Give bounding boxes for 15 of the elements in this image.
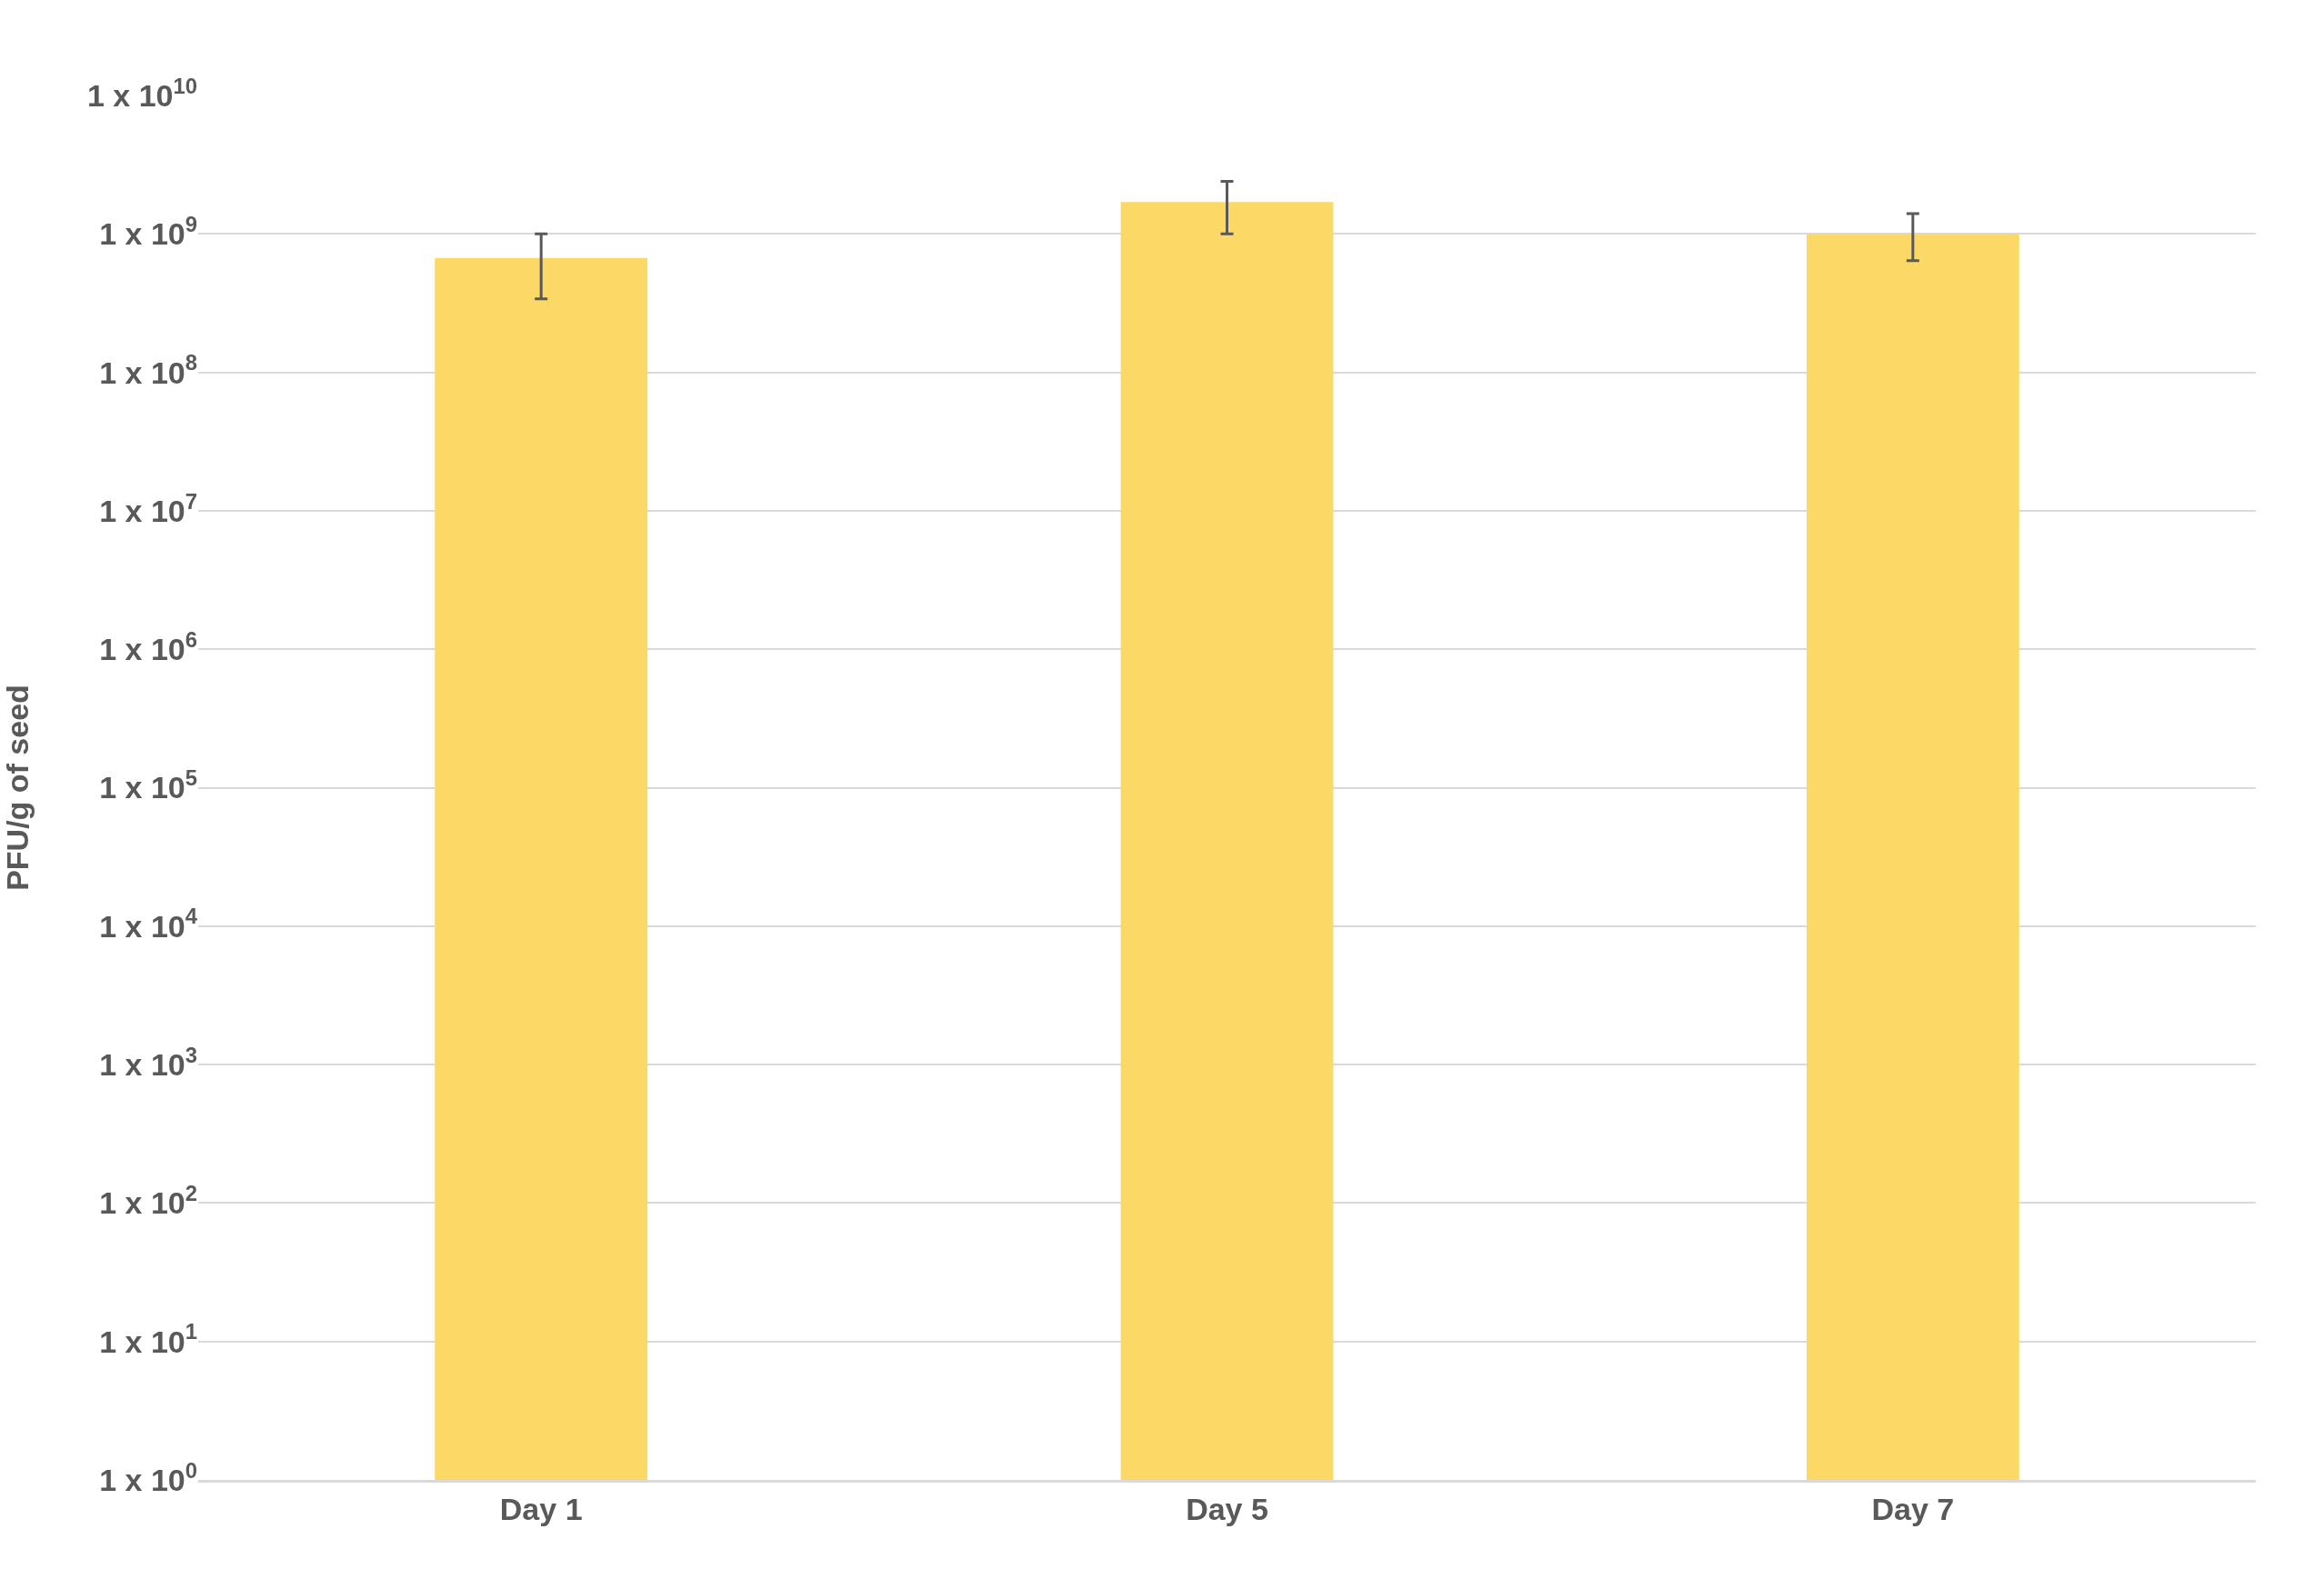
y-axis-title: PFU/g of seed: [0, 685, 35, 891]
y-tick-label: 1 x 10$^{3}$: [99, 1042, 197, 1082]
x-tick-label: Day 5: [1186, 1491, 1268, 1526]
y-tick-label: 1 x 10$^{0}$: [99, 1457, 197, 1497]
y-tick-label: 1 x 10$^{7}$: [99, 488, 197, 528]
y-tick-label: 1 x 10$^{10}$: [86, 73, 197, 113]
x-tick-label: Day 7: [1871, 1491, 1955, 1526]
y-tick-label: 1 x 10$^{8}$: [99, 350, 197, 390]
y-tick-label: 1 x 10$^{9}$: [99, 211, 197, 252]
y-tick-label: 1 x 10$^{6}$: [99, 626, 197, 667]
x-tick-label: Day 1: [499, 1491, 583, 1526]
y-tick-label: 1 x 10$^{2}$: [99, 1181, 197, 1221]
y-tick-label: 1 x 10$^{5}$: [99, 765, 197, 805]
y-tick-label: 1 x 10$^{1}$: [99, 1319, 197, 1359]
y-tick-label: 1 x 10$^{4}$: [99, 904, 198, 944]
